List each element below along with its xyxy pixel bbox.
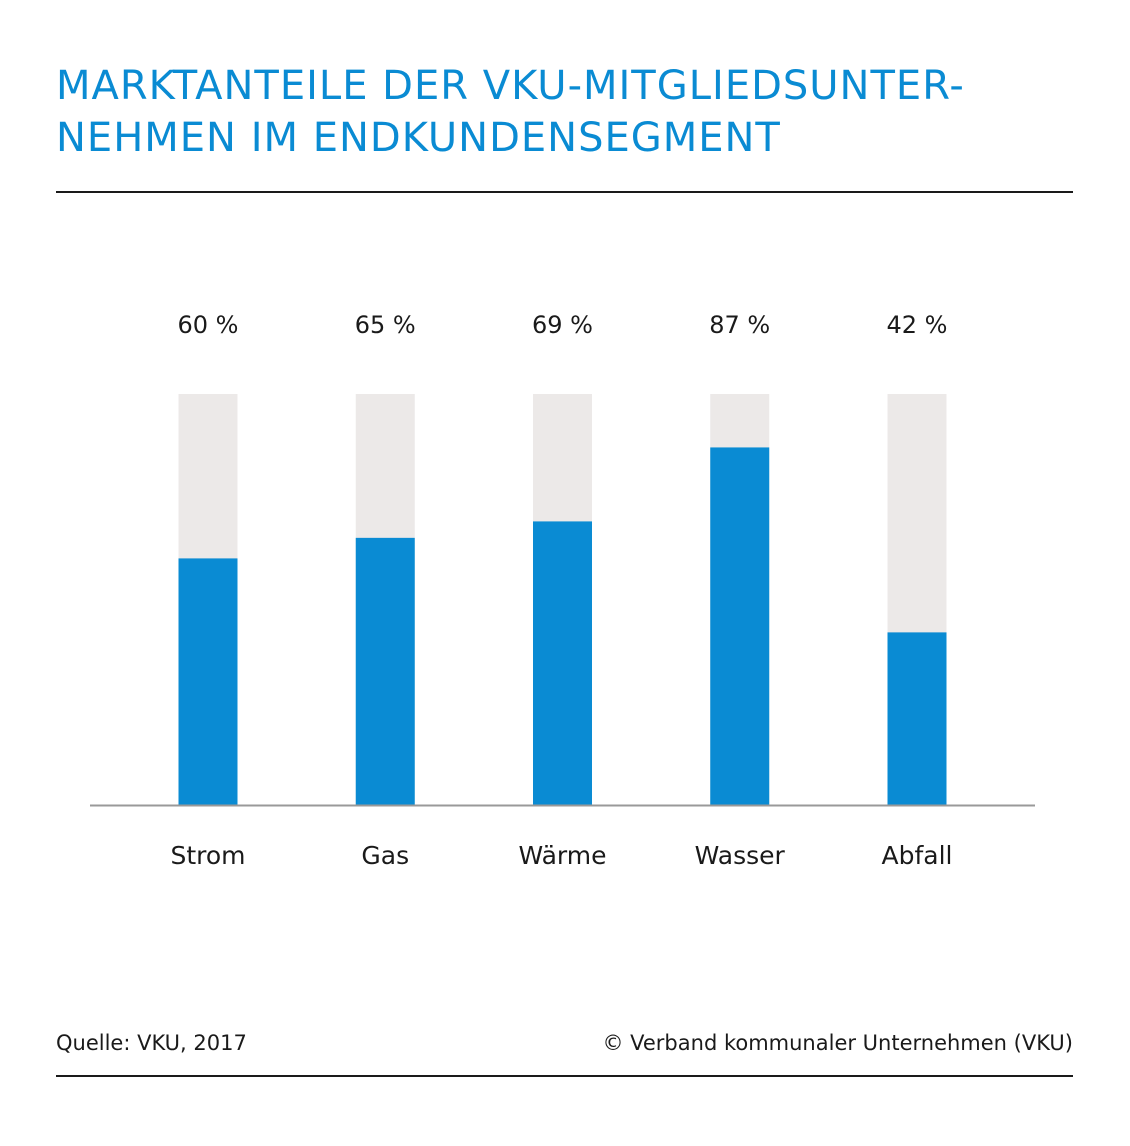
bar-0 — [178, 558, 238, 805]
bar-3 — [710, 447, 770, 805]
copyright-note: © Verband kommunaler Unternehmen (VKU) — [602, 1031, 1073, 1055]
value-label-1: 65 % — [355, 311, 416, 339]
value-label-0: 60 % — [178, 311, 239, 339]
source-note: Quelle: VKU, 2017 — [56, 1031, 247, 1055]
value-label-3: 87 % — [709, 311, 770, 339]
category-label-2: Wärme — [518, 841, 606, 870]
value-label-4: 42 % — [887, 311, 948, 339]
bottom-divider — [56, 1075, 1073, 1077]
category-label-0: Strom — [170, 841, 245, 870]
category-label-1: Gas — [361, 841, 409, 870]
title-line-1: MARKTANTEILE DER VKU-MITGLIEDSUNTER- — [56, 63, 965, 109]
category-label-4: Abfall — [882, 841, 953, 870]
top-divider — [56, 191, 1073, 193]
value-label-2: 69 % — [532, 311, 593, 339]
bar-4 — [887, 632, 947, 805]
bar-2 — [533, 521, 592, 805]
bar-1 — [355, 537, 415, 805]
category-label-3: Wasser — [695, 841, 786, 870]
chart-title: MARKTANTEILE DER VKU-MITGLIEDSUNTER- NEH… — [56, 60, 1056, 164]
title-line-2: NEHMEN IM ENDKUNDENSEGMENT — [56, 115, 781, 161]
